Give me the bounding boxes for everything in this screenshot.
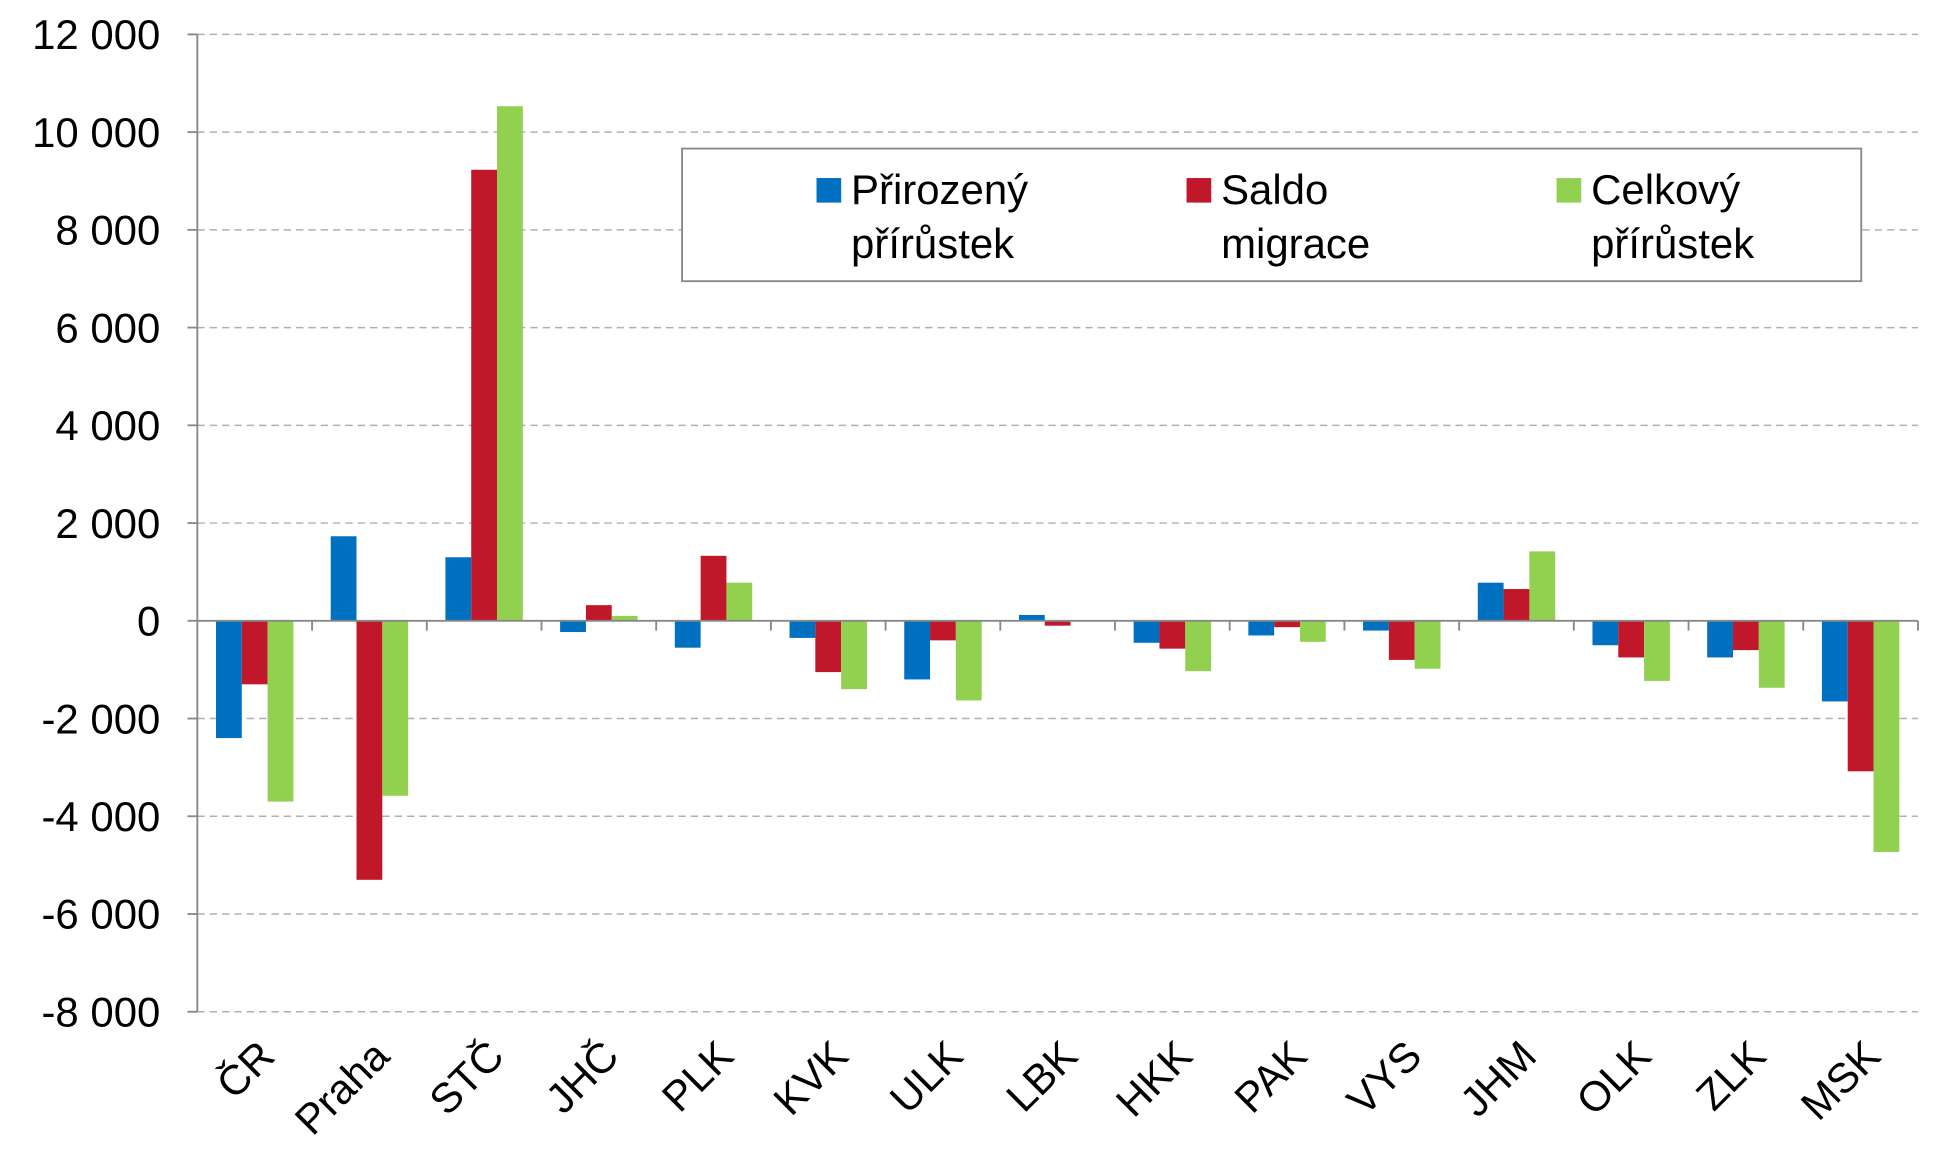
- bar: [674, 620, 701, 648]
- x-tick-label: LBK: [997, 1032, 1086, 1121]
- bar: [1707, 620, 1733, 658]
- bar: [471, 169, 498, 621]
- legend-label: Přirozený přírůstek: [851, 166, 1028, 267]
- bar: [1185, 620, 1212, 672]
- bar: [1758, 620, 1785, 688]
- legend-label: Saldo migrace: [1221, 166, 1370, 267]
- legend-swatch: [1186, 178, 1212, 203]
- bar: [1618, 620, 1645, 658]
- x-tick-label: Praha: [286, 1031, 399, 1143]
- bar: [560, 620, 586, 633]
- bar: [1477, 582, 1504, 621]
- bar: [1018, 614, 1045, 621]
- x-tick-label: OLK: [1567, 1032, 1660, 1124]
- bar: [1529, 551, 1556, 621]
- bar: [1592, 620, 1619, 646]
- bar: [1414, 620, 1441, 669]
- bar: [1732, 620, 1759, 651]
- x-tick-label: VYS: [1338, 1032, 1431, 1124]
- y-tick-label: -8 000: [41, 989, 160, 1036]
- x-tick-label: JHČ: [536, 1032, 627, 1123]
- x-tick-label: HKK: [1107, 1032, 1201, 1126]
- y-tick-label: 10 000: [32, 109, 160, 156]
- y-tick-label: 12 000: [32, 11, 160, 58]
- bar: [1644, 620, 1670, 681]
- bar: [1873, 620, 1900, 852]
- y-tick-label: 8 000: [55, 207, 160, 254]
- bar: [445, 557, 472, 621]
- bar: [815, 620, 842, 673]
- y-tick-label: 6 000: [55, 304, 160, 351]
- legend-box: [681, 147, 1863, 283]
- x-tick-label: STČ: [420, 1032, 513, 1124]
- bar: [700, 555, 727, 621]
- x-tick-label: ZLK: [1687, 1032, 1775, 1119]
- x-tick-label: ČR: [207, 1032, 283, 1108]
- legend-swatch: [1556, 178, 1582, 203]
- y-tick-label: -6 000: [41, 891, 160, 938]
- bar: [330, 536, 357, 621]
- x-tick-label: ULK: [881, 1032, 972, 1123]
- bar: [789, 620, 816, 638]
- bar: [1299, 620, 1326, 642]
- bar: [904, 620, 931, 680]
- bar: [1503, 589, 1530, 621]
- y-tick-label: 2 000: [55, 500, 160, 547]
- legend-label: Celkový přírůstek: [1591, 166, 1754, 267]
- bar: [1248, 620, 1275, 636]
- bar: [1388, 620, 1415, 660]
- bar: [356, 620, 383, 880]
- bar: [497, 106, 523, 621]
- bar: [841, 620, 867, 690]
- bar: [241, 620, 268, 685]
- y-tick-label: -4 000: [41, 793, 160, 840]
- y-tick-label: 4 000: [55, 402, 160, 449]
- bar: [215, 620, 242, 739]
- y-tick-label: -2 000: [41, 695, 160, 742]
- bar: [726, 582, 753, 621]
- x-tick-label: PLK: [653, 1032, 742, 1121]
- bar: [585, 605, 612, 621]
- x-tick-label: KVK: [764, 1032, 857, 1124]
- bar: [382, 620, 409, 796]
- bar: [1044, 620, 1071, 626]
- legend-swatch: [816, 178, 842, 203]
- x-tick-label: PAK: [1225, 1032, 1315, 1122]
- bar: [1821, 620, 1848, 702]
- bar: [1274, 620, 1300, 628]
- bar: [955, 620, 982, 701]
- bar: [267, 620, 294, 802]
- bar: [1133, 620, 1160, 643]
- bar: [930, 620, 956, 641]
- x-tick-label: MSK: [1792, 1032, 1890, 1129]
- bar: [1363, 620, 1389, 631]
- y-tick-label: 0: [137, 598, 160, 645]
- bar: [1847, 620, 1874, 772]
- x-tick-label: JHM: [1451, 1032, 1545, 1126]
- bar: [611, 615, 638, 621]
- bar: [1159, 620, 1186, 649]
